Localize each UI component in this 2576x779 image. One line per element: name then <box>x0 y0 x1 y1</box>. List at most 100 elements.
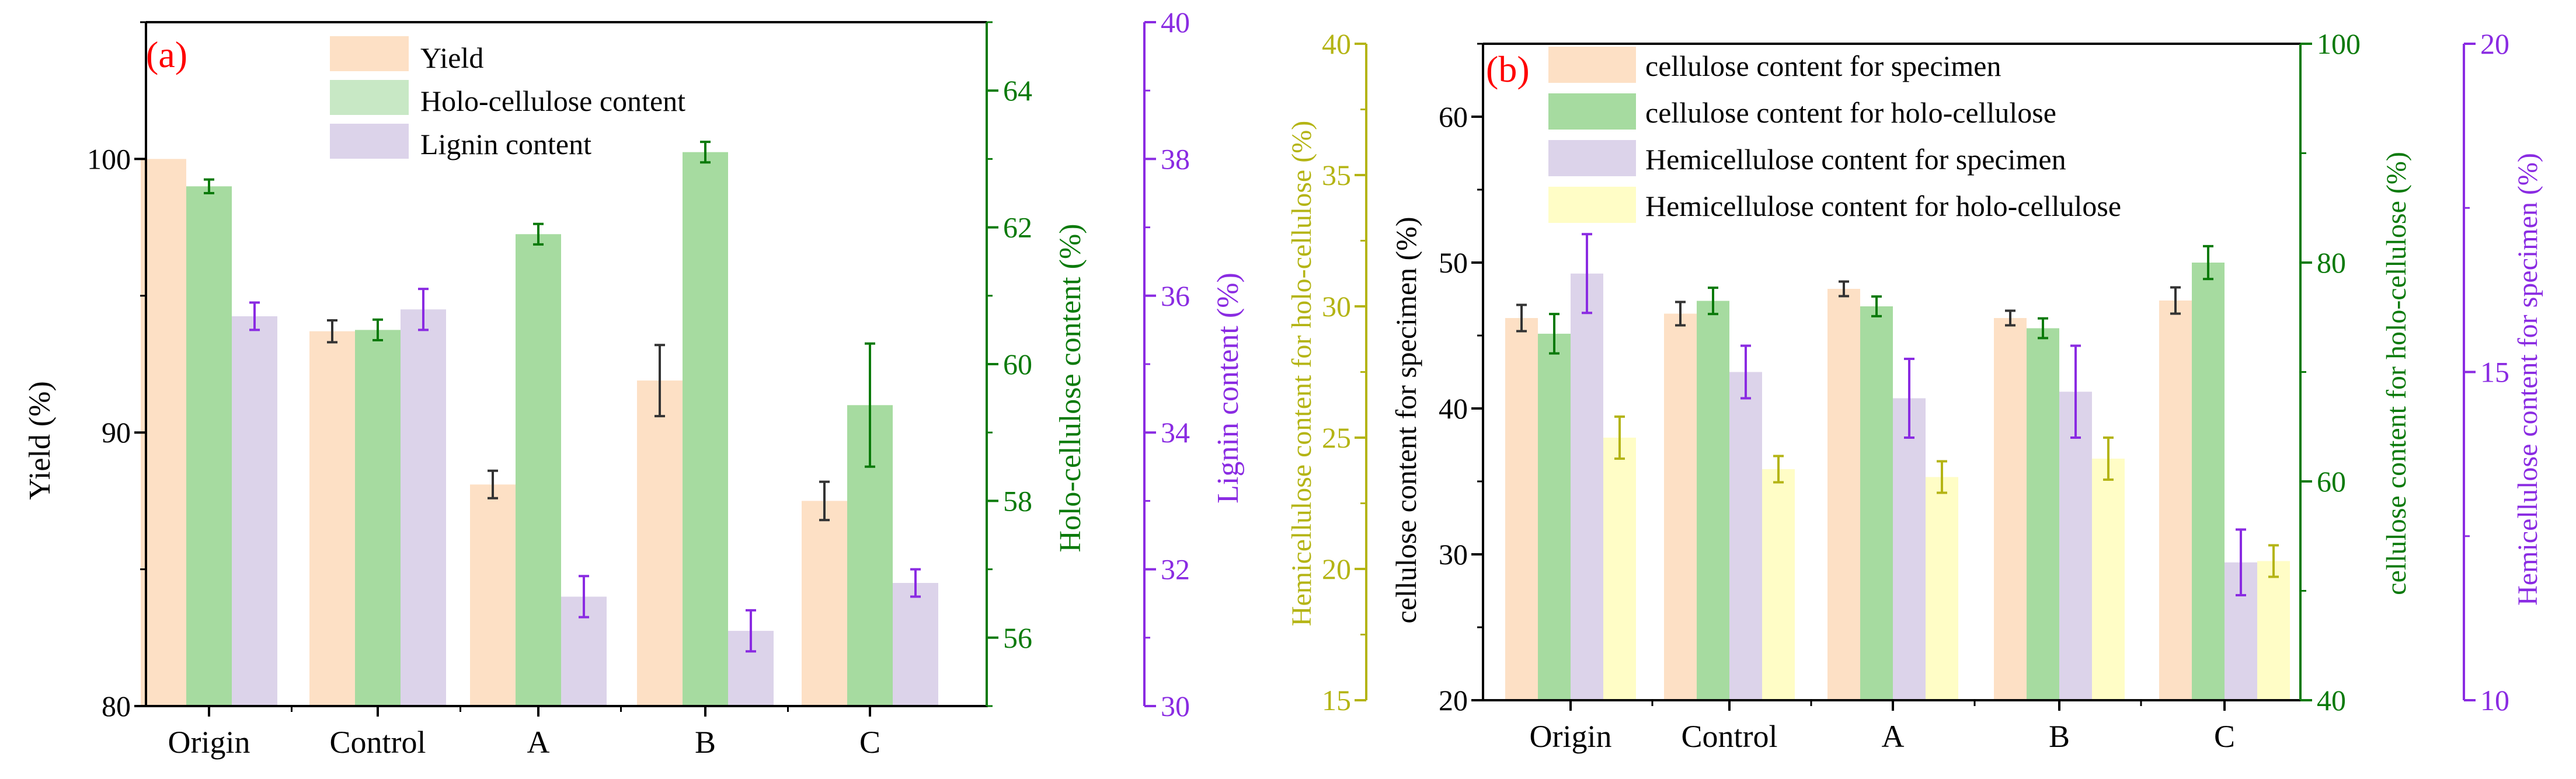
a-bar-s1-a <box>516 234 561 706</box>
a-bar-s1-b <box>683 152 728 706</box>
a-tick-label-right2-5: 40 <box>1161 6 1190 39</box>
b-legend-label-cellulose-holo: cellulose content for holo-cellulose <box>1645 96 2056 129</box>
b-tick-label-right2-0: 10 <box>2480 684 2509 717</box>
a-bars-layer <box>141 141 938 706</box>
a-bar-s2-control <box>401 309 446 706</box>
b-left-outer-axis-label: Hemicellulose content for holo-cellulose… <box>1286 121 1317 626</box>
a-x-tick-label-3: B <box>695 725 716 760</box>
b-tick-label-right2-1: 15 <box>2480 356 2509 389</box>
b-bar-s1-b <box>2027 328 2059 700</box>
b-bar-s2-b <box>2059 392 2092 700</box>
a-bar-s0-origin <box>141 159 186 706</box>
a-tick-label-right1-2: 60 <box>1003 348 1032 380</box>
a-x-tick-label-1: Control <box>329 725 426 760</box>
b-bar-s1-control <box>1697 301 1729 700</box>
b-tick-label-left_outer-3: 30 <box>1322 290 1351 323</box>
a-bar-s0-control <box>309 331 355 706</box>
b-legend-label-hemi-holo: Hemicellulose content for holo-cellulose <box>1645 190 2121 222</box>
b-tick-label-left_outer-1: 20 <box>1322 553 1351 585</box>
a-tick-label-right1-1: 58 <box>1003 484 1032 517</box>
a-bar-s1-origin <box>186 186 232 706</box>
b-bar-s0-a <box>1827 289 1860 700</box>
a-tick-label-left-1: 90 <box>102 416 131 449</box>
b-bar-s2-control <box>1729 372 1762 700</box>
panel-b: Hemicellulose content for holo-cellulose… <box>1286 27 2543 754</box>
b-legend-swatch-hemi-specimen <box>1548 140 1636 176</box>
a-legend-label-yield: Yield <box>420 41 483 74</box>
b-tick-label-left-4: 60 <box>1439 100 1468 133</box>
b-bar-s3-a <box>1926 477 1958 700</box>
b-left-axis-label: cellulose content for specimen (%) <box>1390 217 1422 624</box>
b-axes-layer: Origin Control A B C 15 20 25 30 35 40 20 30 40 50 60 40… <box>1322 27 2509 754</box>
b-x-tick-label-2: A <box>1882 719 1905 754</box>
b-bar-s3-origin <box>1603 438 1636 700</box>
a-tick-label-right2-1: 32 <box>1161 553 1190 586</box>
b-tick-label-left_outer-0: 15 <box>1322 684 1351 717</box>
b-bar-s0-control <box>1664 313 1697 700</box>
b-tick-label-left-1: 30 <box>1439 538 1468 571</box>
b-x-tick-label-4: C <box>2214 719 2235 754</box>
b-tick-label-left-2: 40 <box>1439 392 1468 425</box>
a-left-axis-label: Yield (%) <box>23 381 57 500</box>
b-tick-label-right1-1: 60 <box>2317 465 2346 498</box>
b-bar-s0-c <box>2159 301 2192 700</box>
a-legend-label-lignin: Lignin content <box>420 128 591 160</box>
b-tick-label-right1-3: 100 <box>2317 27 2361 60</box>
b-legend-swatch-hemi-holo <box>1548 187 1636 223</box>
b-legend: cellulose content for specimen cellulose… <box>1548 47 2121 223</box>
a-bar-s2-c <box>893 583 938 706</box>
panel-a: Yield (%) Holo-cellulose content (%) Lig… <box>23 6 1245 760</box>
a-legend-swatch-lignin <box>330 124 409 159</box>
a-tick-label-left-2: 100 <box>87 142 131 175</box>
b-tick-label-right1-0: 40 <box>2317 684 2346 717</box>
b-x-tick-label-0: Origin <box>1530 719 1612 754</box>
a-legend-label-holo: Holo-cellulose content <box>420 85 685 117</box>
b-panel-label: (b) <box>1486 48 1530 90</box>
b-x-tick-label-3: B <box>2049 719 2070 754</box>
a-tick-label-right1-4: 64 <box>1003 74 1032 107</box>
b-legend-swatch-cellulose-holo <box>1548 93 1636 130</box>
a-tick-label-right1-3: 62 <box>1003 211 1032 244</box>
b-bar-s3-control <box>1762 469 1795 700</box>
a-legend: Yield Holo-cellulose content Lignin cont… <box>330 36 685 160</box>
a-tick-label-right1-0: 56 <box>1003 621 1032 654</box>
a-tick-label-right2-3: 36 <box>1161 280 1190 312</box>
a-legend-swatch-holo <box>330 80 409 115</box>
b-x-tick-label-1: Control <box>1681 719 1777 754</box>
a-tick-label-right2-4: 38 <box>1161 142 1190 175</box>
a-axes-layer: Origin Control A B C 80 90 100 56 58 60 62 64 30 32 34 3… <box>87 6 1190 760</box>
a-right1-axis-label: Holo-cellulose content (%) <box>1054 223 1087 552</box>
b-bar-s1-origin <box>1538 333 1571 700</box>
a-legend-swatch-yield <box>330 36 409 71</box>
b-tick-label-left_outer-4: 35 <box>1322 159 1351 191</box>
b-bars-layer <box>1505 233 2290 701</box>
b-bar-s3-c <box>2257 561 2290 700</box>
a-x-tick-label-0: Origin <box>168 725 250 760</box>
b-legend-label-hemi-specimen: Hemicellulose content for specimen <box>1645 143 2066 176</box>
b-bar-s1-c <box>2192 263 2225 700</box>
b-bar-s0-origin <box>1505 318 1538 700</box>
a-panel-label: (a) <box>146 34 187 75</box>
b-right1-axis-label: cellulose content for holo-cellulose (%) <box>2381 152 2412 595</box>
a-tick-label-left-0: 80 <box>102 690 131 722</box>
b-tick-label-right2-2: 20 <box>2480 27 2509 60</box>
b-tick-label-left-3: 50 <box>1439 246 1468 279</box>
a-bar-s0-b <box>637 380 683 706</box>
a-tick-label-right2-2: 34 <box>1161 416 1190 449</box>
b-tick-label-left-0: 20 <box>1439 684 1468 717</box>
a-bar-s2-origin <box>232 316 277 706</box>
a-x-tick-label-2: A <box>527 725 550 760</box>
a-tick-label-right2-0: 30 <box>1161 690 1190 722</box>
a-bar-s0-a <box>470 484 516 706</box>
a-right2-axis-label: Lignin content (%) <box>1212 273 1245 504</box>
b-tick-label-right1-2: 80 <box>2317 246 2346 279</box>
b-bar-s1-a <box>1860 306 1893 700</box>
a-x-tick-label-4: C <box>859 725 880 760</box>
b-legend-swatch-cellulose-specimen <box>1548 47 1636 83</box>
b-legend-label-cellulose-specimen: cellulose content for specimen <box>1645 50 2001 82</box>
a-bar-s0-c <box>802 501 847 706</box>
b-tick-label-left_outer-2: 25 <box>1322 421 1351 454</box>
b-right2-axis-label: Hemicellulose content for specimen (%) <box>2512 153 2543 606</box>
b-bar-s2-a <box>1893 398 1926 700</box>
